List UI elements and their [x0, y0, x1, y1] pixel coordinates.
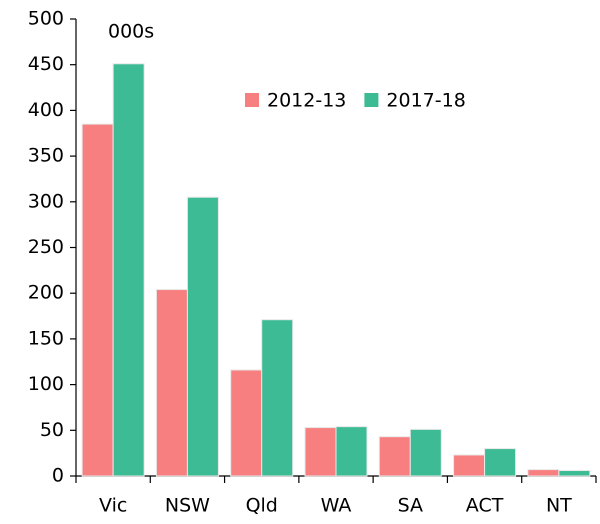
unit-annotation: 000s [108, 21, 154, 43]
y-tick-label: 200 [28, 282, 64, 304]
bar [378, 436, 411, 477]
x-tick-label: ACT [466, 495, 504, 517]
x-tick-label: SA [398, 495, 423, 517]
y-tick-label: 400 [28, 99, 64, 121]
bar [304, 427, 337, 477]
x-tick-label: NT [546, 495, 572, 517]
bar [453, 454, 486, 477]
y-tick-label: 450 [28, 53, 64, 75]
y-tick-label: 350 [28, 145, 64, 167]
y-tick-label: 300 [28, 190, 64, 212]
bar [335, 426, 368, 477]
legend-label: 2017-18 [386, 90, 465, 112]
x-tick-label: WA [321, 495, 352, 517]
bar [484, 448, 517, 477]
legend-label: 2012-13 [267, 90, 346, 112]
bar [155, 289, 188, 477]
x-tick-label: Vic [99, 495, 127, 517]
x-tick-label: NSW [165, 495, 210, 517]
y-tick-label: 150 [28, 327, 64, 349]
x-tick-label: Qld [246, 495, 278, 517]
y-tick-label: 500 [28, 8, 64, 30]
y-tick-label: 0 [52, 465, 64, 487]
bar [409, 428, 442, 477]
bar [230, 369, 263, 477]
bar [186, 196, 219, 477]
y-tick-label: 100 [28, 373, 64, 395]
bar [261, 319, 294, 477]
legend-swatch [245, 93, 259, 107]
y-tick-label: 50 [40, 419, 64, 441]
bar [81, 123, 114, 477]
legend-swatch [364, 93, 379, 107]
y-tick-label: 250 [28, 236, 64, 258]
bar [112, 63, 145, 477]
bar [527, 469, 560, 477]
bar [558, 470, 591, 477]
